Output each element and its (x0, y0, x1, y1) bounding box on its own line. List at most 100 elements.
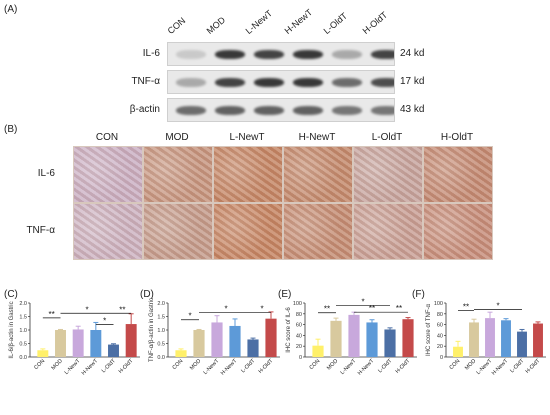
blot-band (254, 106, 284, 115)
significance-label: ** (463, 303, 469, 312)
blot-kd-label: 17 kd (400, 76, 425, 87)
x-tick-label: CON (309, 358, 322, 371)
y-tick-label: 0.0 (157, 355, 165, 361)
bar (312, 345, 324, 357)
bar (348, 314, 360, 357)
ihc-tissue-image (353, 146, 423, 203)
y-tick-label: 60 (437, 323, 443, 329)
significance-label: ** (119, 305, 125, 314)
y-tick-label: 80 (296, 312, 302, 318)
y-tick-label: 20 (437, 344, 443, 350)
x-tick-label: MOD (326, 358, 339, 371)
y-axis-title: IL-6/β-actin in Gastric (9, 301, 15, 358)
blot-band (293, 106, 323, 115)
significance-label: ** (396, 304, 402, 313)
bar (501, 320, 511, 357)
x-tick-label: H-OldT (525, 358, 542, 375)
blot-kd-label: 43 kd (400, 104, 425, 115)
ihc-column-label: L-NewT (229, 132, 265, 143)
x-tick-label: MOD (464, 358, 477, 371)
chart-panel-letter: (E) (278, 289, 291, 300)
y-tick-label: 0.5 (157, 342, 165, 348)
x-tick-label: H-OldT (258, 358, 275, 375)
x-tick-label: L-OldT (101, 358, 118, 375)
x-tick-label: H-OldT (118, 358, 135, 375)
ihc-row-label: IL-6 (37, 167, 55, 179)
ihc-column-label: CON (95, 132, 119, 143)
lane-label: L-OldT (321, 10, 350, 36)
bar (485, 318, 495, 357)
bar (384, 329, 396, 357)
blot-band (371, 106, 394, 115)
chart-panel-letter: (D) (140, 289, 154, 300)
x-tick-label: CON (33, 358, 46, 371)
bar (72, 329, 84, 357)
x-tick-label: L-NewT (340, 358, 358, 376)
bar (247, 339, 259, 357)
bar (125, 324, 137, 357)
blot-strip (167, 42, 395, 66)
significance-label: ** (49, 310, 55, 319)
chart-panel-letter: (F) (412, 289, 425, 300)
ihc-column-label: H-NewT (298, 132, 336, 143)
y-axis-title: IHC score of IL-6 (286, 307, 292, 353)
bar (90, 330, 102, 357)
ihc-tissue-image (213, 203, 283, 260)
x-tick-label: MOD (189, 358, 202, 371)
y-tick-label: 0.5 (19, 342, 27, 348)
y-tick-label: 1.5 (19, 315, 27, 321)
y-tick-label: 1.0 (19, 328, 27, 334)
significance-label: ** (324, 305, 330, 314)
ihc-tissue-image (143, 146, 213, 203)
blot-band (332, 50, 362, 59)
ihc-tissue-image (143, 203, 213, 260)
x-tick-label: L-NewT (64, 358, 82, 376)
x-tick-label: H-NewT (357, 358, 376, 377)
x-tick-label: L-NewT (203, 358, 221, 376)
bar (330, 320, 342, 357)
bar (55, 330, 66, 357)
y-axis-title: IHC score of TNF-α (426, 303, 432, 356)
significance-label: * (260, 304, 263, 313)
y-tick-label: 0 (299, 355, 302, 361)
x-tick-label: L-OldT (377, 358, 394, 375)
y-axis-title: TNF-α/β-actin in Gastric (149, 298, 155, 362)
y-tick-label: 80 (437, 312, 443, 318)
x-tick-label: CON (172, 358, 185, 371)
y-tick-label: 0.0 (19, 355, 27, 361)
blot-band (371, 50, 394, 59)
bar (108, 344, 119, 357)
ihc-tissue-image (73, 203, 143, 260)
significance-label: * (224, 304, 227, 313)
ihc-tissue-image (353, 203, 423, 260)
y-tick-label: 100 (434, 301, 443, 307)
blot-band (371, 78, 394, 87)
bar (402, 319, 414, 357)
significance-label: * (103, 317, 106, 326)
blot-band (176, 78, 206, 87)
blot-protein-label: TNF-α (131, 76, 160, 87)
blot-band (215, 50, 245, 59)
significance-label: ** (369, 304, 375, 313)
lane-label: L-NewT (243, 8, 275, 36)
x-tick-label: H-NewT (491, 358, 510, 377)
ihc-column-label: H-OldT (440, 132, 474, 143)
bar (175, 350, 187, 357)
x-tick-label: H-NewT (220, 358, 239, 377)
ihc-tissue-image (73, 146, 143, 203)
y-tick-label: 2.0 (19, 301, 27, 307)
ihc-tissue-image (423, 146, 493, 203)
bar (517, 331, 527, 357)
bar (366, 322, 378, 357)
blot-strip (167, 98, 395, 122)
blot-band (254, 50, 284, 59)
ihc-row-label: TNF-α (26, 224, 55, 236)
ihc-tissue-image (283, 146, 353, 203)
bar (37, 350, 49, 357)
blot-protein-label: IL-6 (142, 48, 160, 59)
ihc-column-label: MOD (165, 132, 189, 143)
x-tick-label: MOD (51, 358, 64, 371)
bar (533, 323, 543, 357)
lane-label: H-NewT (282, 7, 315, 37)
y-tick-label: 20 (296, 344, 302, 350)
